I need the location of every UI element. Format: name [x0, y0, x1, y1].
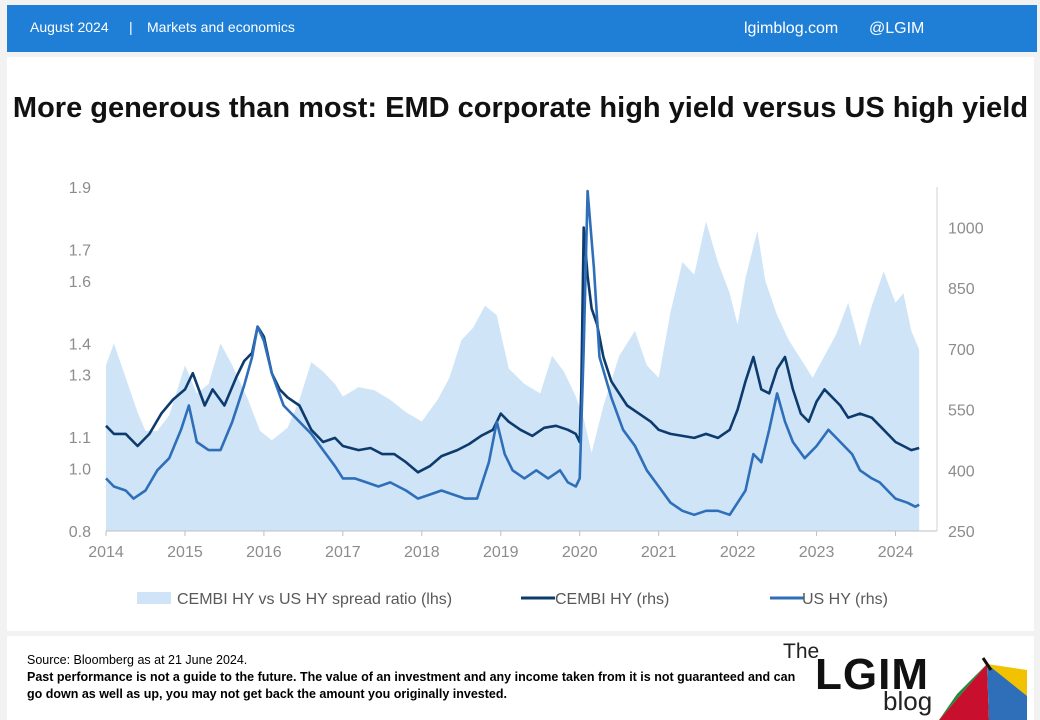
x-tick-label: 2017 [325, 544, 361, 561]
line-layer [105, 189, 920, 517]
x-tick-label: 2018 [404, 544, 440, 561]
left-tick-label: 0.8 [69, 524, 91, 541]
logo-the: The [783, 640, 820, 663]
right-tick-label: 850 [948, 281, 975, 298]
chart-title: More generous than most: EMD corporate h… [12, 92, 1029, 124]
social-handle-link[interactable]: @LGIM [869, 20, 925, 37]
left-tick-label: 1.9 [69, 180, 91, 197]
disclaimer: Past performance is not a guide to the f… [27, 670, 796, 701]
chart-panel: More generous than most: EMD corporate h… [7, 57, 1034, 631]
chart: 2014 2015 2016 2017 2018 2019 2020 2021 2022 2023… [69, 180, 984, 608]
series-area-0 [106, 221, 920, 531]
right-tick-label: 250 [948, 524, 975, 541]
top-banner: August 2024 | Markets and economics lgim… [7, 5, 1037, 52]
right-tick-label: 1000 [948, 220, 984, 237]
x-tick-label: 2020 [562, 544, 598, 561]
left-tick-label: 1.6 [69, 274, 91, 291]
section-name[interactable]: Markets and economics [147, 19, 295, 35]
left-tick-label: 1.0 [69, 461, 91, 478]
issue-date: August 2024 [30, 19, 109, 35]
x-tick-label: 2019 [483, 544, 519, 561]
footer: Source: Bloomberg as at 21 June 2024. Pa… [7, 636, 1034, 720]
site-link[interactable]: lgimblog.com [744, 20, 839, 37]
right-tick-label: 400 [948, 463, 975, 480]
legend-layer: CEMBI HY vs US HY spread ratio (lhs) CEMB… [137, 591, 888, 608]
legend-label: CEMBI HY (rhs) [555, 591, 669, 608]
source-note: Source: Bloomberg as at 21 June 2024. [27, 653, 248, 667]
left-tick-label: 1.4 [69, 336, 91, 353]
series-line-2 [105, 189, 920, 517]
header-separator: | [129, 19, 133, 35]
area-layer [106, 221, 920, 531]
left-tick-label: 1.3 [69, 368, 91, 385]
x-tick-label: 2023 [799, 544, 835, 561]
x-tick-label: 2016 [246, 544, 282, 561]
legend-label: CEMBI HY vs US HY spread ratio (lhs) [177, 591, 452, 608]
x-tick-label: 2015 [167, 544, 203, 561]
right-tick-label: 700 [948, 342, 975, 359]
logo-blog: blog [883, 686, 933, 716]
umbrella-logo-icon [939, 657, 1027, 720]
x-tick-label: 2014 [88, 544, 124, 561]
x-tick-label: 2021 [641, 544, 677, 561]
legend-label: US HY (rhs) [802, 591, 888, 608]
logo-wordmark: LGIM [815, 650, 929, 699]
left-tick-label: 1.7 [69, 243, 91, 260]
x-tick-label: 2024 [878, 544, 914, 561]
legend-swatch-area [137, 592, 171, 604]
left-tick-label: 1.1 [69, 430, 91, 447]
axis-layer: 2014 2015 2016 2017 2018 2019 2020 2021 2022 2023… [69, 180, 984, 561]
right-tick-label: 550 [948, 403, 975, 420]
x-tick-label: 2022 [720, 544, 756, 561]
